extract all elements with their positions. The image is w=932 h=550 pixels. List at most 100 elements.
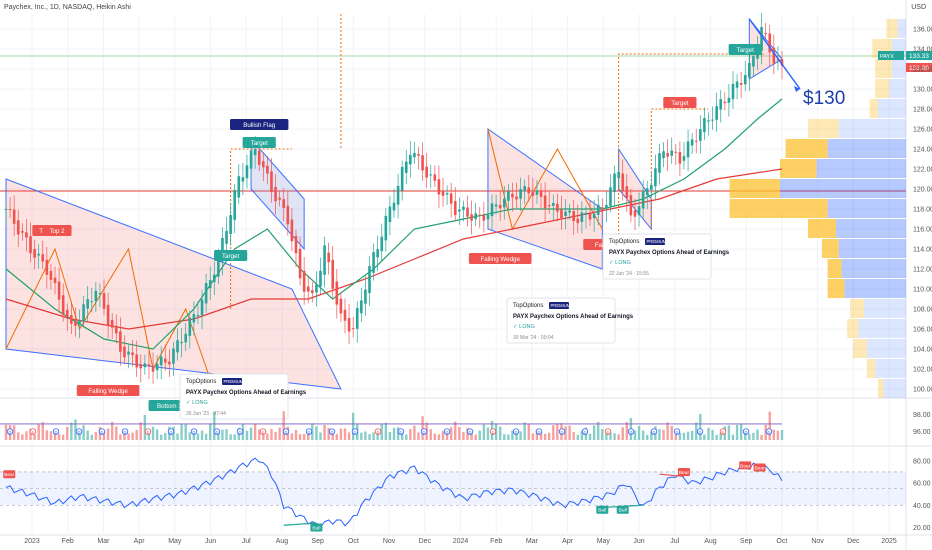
candle-body — [523, 186, 526, 192]
event-marker-label: D — [676, 429, 679, 434]
volume-bar — [315, 426, 318, 440]
candle-body — [694, 140, 698, 142]
volume-bar — [572, 432, 575, 440]
candle-body — [564, 211, 567, 216]
symbol-price-tag: PAYX — [880, 54, 894, 60]
bull-signal-3-bg — [616, 505, 629, 514]
candle-body — [568, 210, 571, 213]
candle-body — [629, 195, 633, 216]
secondary-price-tag-bg — [906, 63, 932, 72]
volume-bar — [151, 426, 155, 440]
idea-card-bg — [602, 233, 712, 280]
volume-bar — [482, 424, 486, 440]
volume-bar — [380, 424, 383, 440]
candle-body — [633, 210, 637, 217]
volume-bar — [409, 429, 412, 440]
bull-signal-1: Bull — [312, 525, 320, 531]
candle-body — [262, 161, 265, 168]
candle-body — [780, 59, 784, 66]
last-price-tag: 133.33 — [909, 53, 929, 60]
event-marker-label: D — [78, 429, 81, 434]
label-falling-wedge-2: Falling Wedge — [480, 256, 520, 263]
vp-down-bar — [780, 179, 906, 198]
volume-bar — [748, 433, 751, 440]
idea-card-bg — [506, 297, 616, 344]
volume-bar — [739, 424, 743, 440]
volume-bar — [662, 429, 665, 440]
x-tick-label: Mar — [526, 538, 539, 545]
event-marker — [328, 428, 336, 435]
volume-bar — [294, 429, 298, 440]
volume-bar — [351, 412, 355, 440]
event-marker-label: E — [262, 429, 265, 434]
event-marker-label: D — [538, 429, 541, 434]
candle-body — [600, 207, 604, 210]
event-marker-label: E — [32, 429, 35, 434]
candle-body — [147, 364, 151, 367]
y-tick-label: 132.00 — [913, 67, 932, 74]
volume-bar — [258, 429, 261, 440]
candle-body — [61, 295, 65, 315]
volume-bar — [217, 430, 220, 440]
x-tick-label: Jun — [205, 538, 216, 545]
candle-body — [547, 205, 551, 207]
candle-body — [4, 209, 8, 210]
volume-bar — [221, 429, 224, 440]
idea-tag: PREMIUM — [647, 239, 667, 244]
event-marker — [673, 428, 681, 435]
vp-up-bar — [869, 99, 878, 118]
volume-bar — [744, 431, 747, 440]
candle-body — [768, 33, 772, 53]
event-marker-label: D — [354, 429, 357, 434]
label-target-4-bg — [728, 44, 762, 55]
volume-bar — [33, 434, 36, 440]
volume-bar — [768, 411, 771, 440]
volume-bar — [249, 427, 253, 440]
volume-tick-label: 96.00 — [913, 429, 931, 436]
y-tick-label: 122.00 — [913, 167, 932, 174]
event-marker-label: E — [377, 429, 380, 434]
volume-bar — [94, 431, 98, 440]
candle-body — [490, 203, 494, 217]
volume-bar — [605, 432, 608, 440]
volume-bar — [470, 432, 473, 440]
volume-bar — [421, 416, 424, 440]
label-target-4: Target — [737, 47, 754, 54]
candle-body — [233, 190, 237, 220]
candle-body — [29, 236, 32, 254]
candle-body — [123, 346, 126, 358]
vp-up-bar — [852, 339, 867, 358]
vp-up-bar — [827, 279, 845, 298]
candle-body — [57, 281, 61, 300]
volume-bar — [331, 434, 334, 440]
volume-bar — [147, 433, 151, 440]
candle-body — [127, 351, 130, 355]
event-marker — [535, 428, 543, 435]
candle-body — [139, 364, 143, 369]
vp-down-bar — [827, 139, 906, 158]
x-tick-label: Apr — [134, 538, 146, 545]
x-tick-label: Aug — [276, 538, 289, 545]
bear-signal-4-bg — [753, 463, 766, 472]
event-marker-label: D — [216, 429, 219, 434]
event-marker-label: D — [561, 429, 564, 434]
vp-down-bar — [841, 259, 906, 278]
candle-body — [650, 184, 653, 190]
volume-bar — [519, 431, 522, 440]
candle-body — [25, 232, 28, 238]
target-projection-3 — [618, 53, 766, 259]
event-marker — [121, 428, 129, 435]
event-marker-label: D — [285, 429, 288, 434]
candle-body — [441, 190, 445, 196]
volume-bar — [735, 424, 739, 440]
vp-down-bar — [889, 79, 906, 98]
event-marker-label: D — [584, 429, 587, 434]
event-marker — [190, 428, 198, 435]
candle-body — [155, 363, 159, 371]
candle-body — [654, 168, 657, 187]
event-marker-label: D — [55, 429, 58, 434]
volume-bar — [462, 431, 465, 440]
label-top2-bg — [42, 225, 72, 236]
candle-body — [474, 213, 477, 220]
vp-up-bar — [847, 319, 859, 338]
